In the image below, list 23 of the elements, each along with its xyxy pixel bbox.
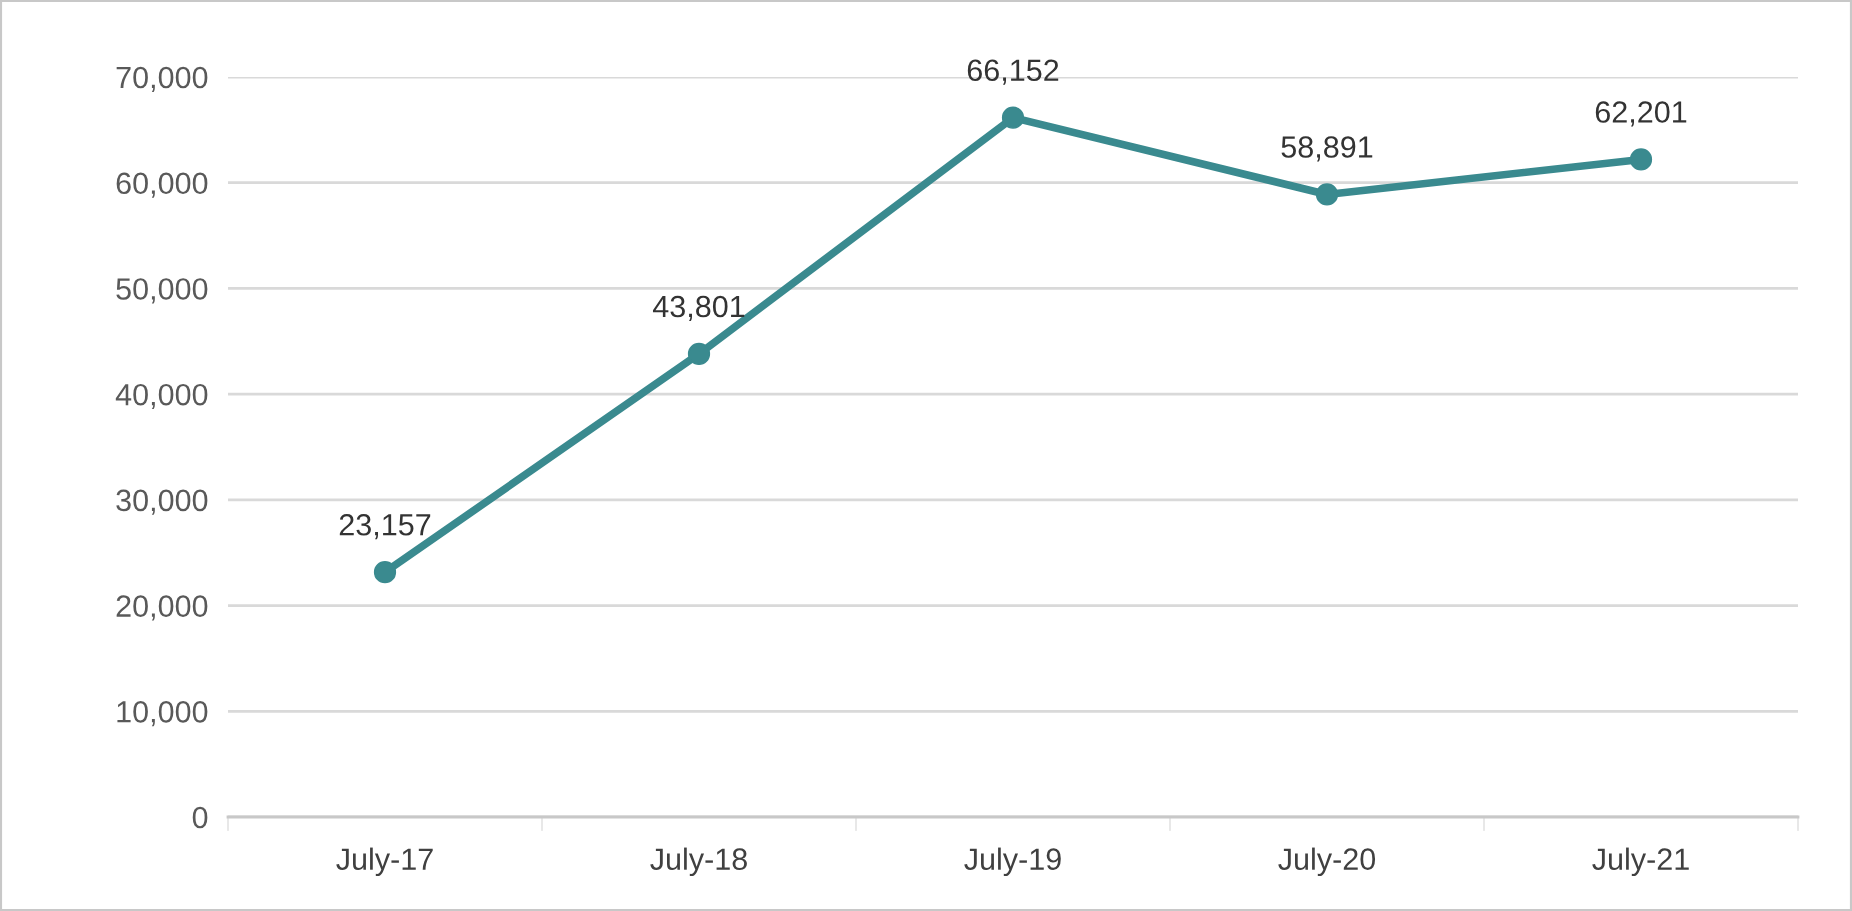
y-tick-label: 30,000 — [116, 489, 208, 515]
text: 23,157 — [339, 513, 431, 540]
text: 58,891 — [1281, 136, 1373, 162]
y-tick-label: 10,000 — [117, 701, 208, 727]
x-tick-label: July-21 — [1592, 847, 1689, 877]
point — [373, 561, 397, 584]
text: 62,201 — [1595, 101, 1687, 127]
y-tick-label: 0 — [192, 806, 208, 829]
point — [1629, 148, 1653, 171]
x-tick-label: July-17 — [336, 847, 433, 877]
y-tick-label: 70,000 — [116, 66, 208, 92]
y-tick-label: 20,000 — [116, 595, 208, 621]
point — [687, 342, 711, 366]
y-tick-label: 40,000 — [115, 383, 208, 410]
x-tick-label: July-19 — [964, 847, 1061, 877]
point — [1315, 183, 1339, 206]
x-tick-label: July-20 — [1278, 847, 1376, 877]
text: 66,152 — [967, 59, 1059, 85]
y-tick-label: 50,000 — [116, 278, 208, 304]
text: 43,801 — [652, 295, 745, 321]
y-tick-label: 60,000 — [116, 172, 208, 198]
x-tick-label: July-18 — [650, 847, 747, 877]
point — [1001, 106, 1025, 129]
